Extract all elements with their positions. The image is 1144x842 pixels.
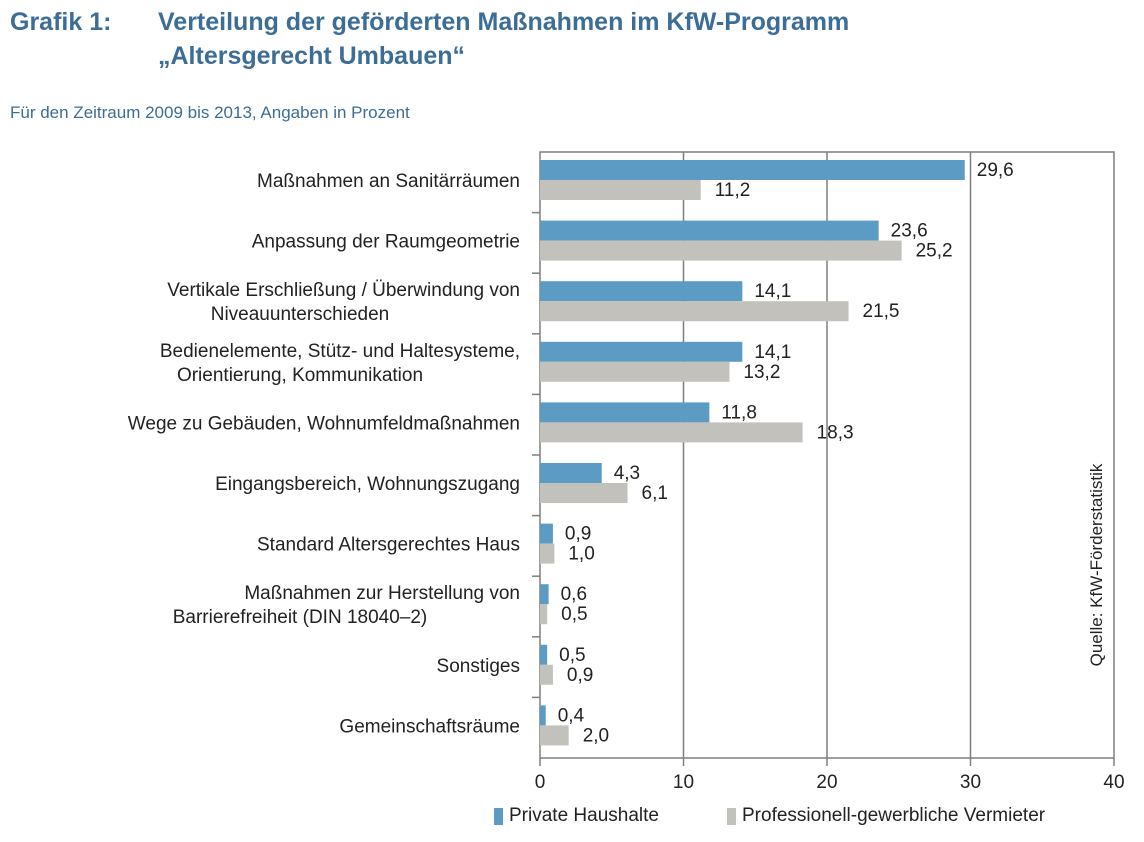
data-label-professional: 2,0	[583, 725, 609, 746]
bar-professional	[540, 604, 548, 625]
data-label-professional: 25,2	[916, 241, 953, 262]
x-tick-label: 0	[535, 772, 546, 793]
chart-title-line1: Verteilung der geförderten Maßnahmen im …	[158, 8, 850, 36]
legend-item-professional: Professionell-gewerbliche Vermieter	[727, 805, 1045, 827]
legend-label-professional: Professionell-gewerbliche Vermieter	[742, 805, 1046, 826]
bar-private	[540, 402, 710, 423]
category-label: Bedienelemente, Stütz- und Haltesysteme,	[160, 341, 520, 362]
bar-private	[540, 463, 602, 483]
bar-professional	[540, 301, 849, 322]
chart-subtitle: Für den Zeitraum 2009 bis 2013, Angaben …	[10, 103, 410, 122]
data-label-private: 11,8	[721, 402, 757, 423]
category-label: Vertikale Erschließung / Überwindung von	[167, 280, 520, 301]
data-label-professional: 1,0	[568, 544, 594, 565]
bar-professional	[540, 361, 730, 382]
data-label-private: 0,4	[558, 705, 585, 726]
bar-private	[540, 341, 743, 362]
category-label: Niveauunterschieden	[211, 304, 390, 325]
data-label-professional: 13,2	[743, 362, 780, 383]
chart-title-line2: „Altersgerecht Umbauen“	[158, 42, 466, 70]
data-label-private: 4,3	[614, 463, 640, 484]
legend-label-private: Private Haushalte	[509, 805, 659, 826]
data-label-professional: 6,1	[642, 483, 668, 504]
bar-private	[540, 584, 549, 605]
bar-private	[540, 523, 553, 544]
category-label: Maßnahmen zur Herstellung von	[244, 583, 520, 604]
category-label: Maßnahmen an Sanitärräumen	[257, 171, 520, 192]
category-label: Wege zu Gebäuden, Wohnumfeldmaßnahmen	[128, 413, 520, 434]
data-label-private: 14,1	[754, 281, 791, 302]
x-tick-label: 20	[816, 772, 837, 793]
data-label-private: 14,1	[754, 342, 791, 363]
bar-private	[540, 281, 743, 302]
x-tick-label: 10	[673, 772, 694, 793]
bar-professional	[540, 483, 628, 503]
legend-item-private: Private Haushalte	[494, 805, 659, 827]
data-label-private: 0,6	[561, 584, 587, 605]
source-note: Quelle: KfW-Förderstatistik	[1087, 463, 1106, 666]
category-label: Gemeinschaftsräume	[339, 716, 520, 737]
bar-chart: 0 10 20 30 40 29,6 11,2 Maßnahmen an Sanitärräu…	[128, 151, 1125, 793]
data-label-private: 0,9	[565, 524, 591, 545]
bar-professional	[540, 240, 902, 261]
category-label: Eingangsbereich, Wohnungszugang	[215, 474, 520, 495]
bar-private	[540, 160, 965, 180]
x-tick-label: 40	[1103, 772, 1124, 793]
data-label-professional: 0,9	[567, 665, 593, 686]
category-label: Standard Altersgerechtes Haus	[257, 535, 520, 556]
legend-swatch-professional	[727, 807, 736, 825]
x-tick-label: 30	[960, 772, 981, 793]
bar-private	[540, 220, 879, 241]
category-label: Barrierefreiheit (DIN 18040–2)	[173, 607, 428, 628]
data-label-professional: 18,3	[817, 422, 854, 443]
category-label: Anpassung der Raumgeometrie	[252, 232, 520, 253]
bar-professional	[540, 180, 701, 200]
bar-private	[540, 644, 548, 665]
data-label-professional: 0,5	[561, 604, 587, 625]
bar-professional	[540, 725, 569, 746]
category-label: Orientierung, Kommunikation	[177, 365, 423, 386]
bar-professional	[540, 543, 555, 564]
data-label-professional: 11,2	[715, 180, 751, 201]
legend-swatch-private	[494, 807, 503, 825]
data-label-professional: 21,5	[863, 301, 900, 322]
bar-private	[540, 705, 546, 726]
data-label-private: 0,5	[559, 645, 585, 666]
bar-professional	[540, 664, 553, 685]
category-label: Sonstiges	[437, 656, 520, 677]
data-label-private: 23,6	[891, 221, 928, 242]
bar-professional	[540, 422, 803, 443]
data-label-private: 29,6	[977, 160, 1014, 181]
figure-label: Grafik 1:	[10, 8, 112, 36]
